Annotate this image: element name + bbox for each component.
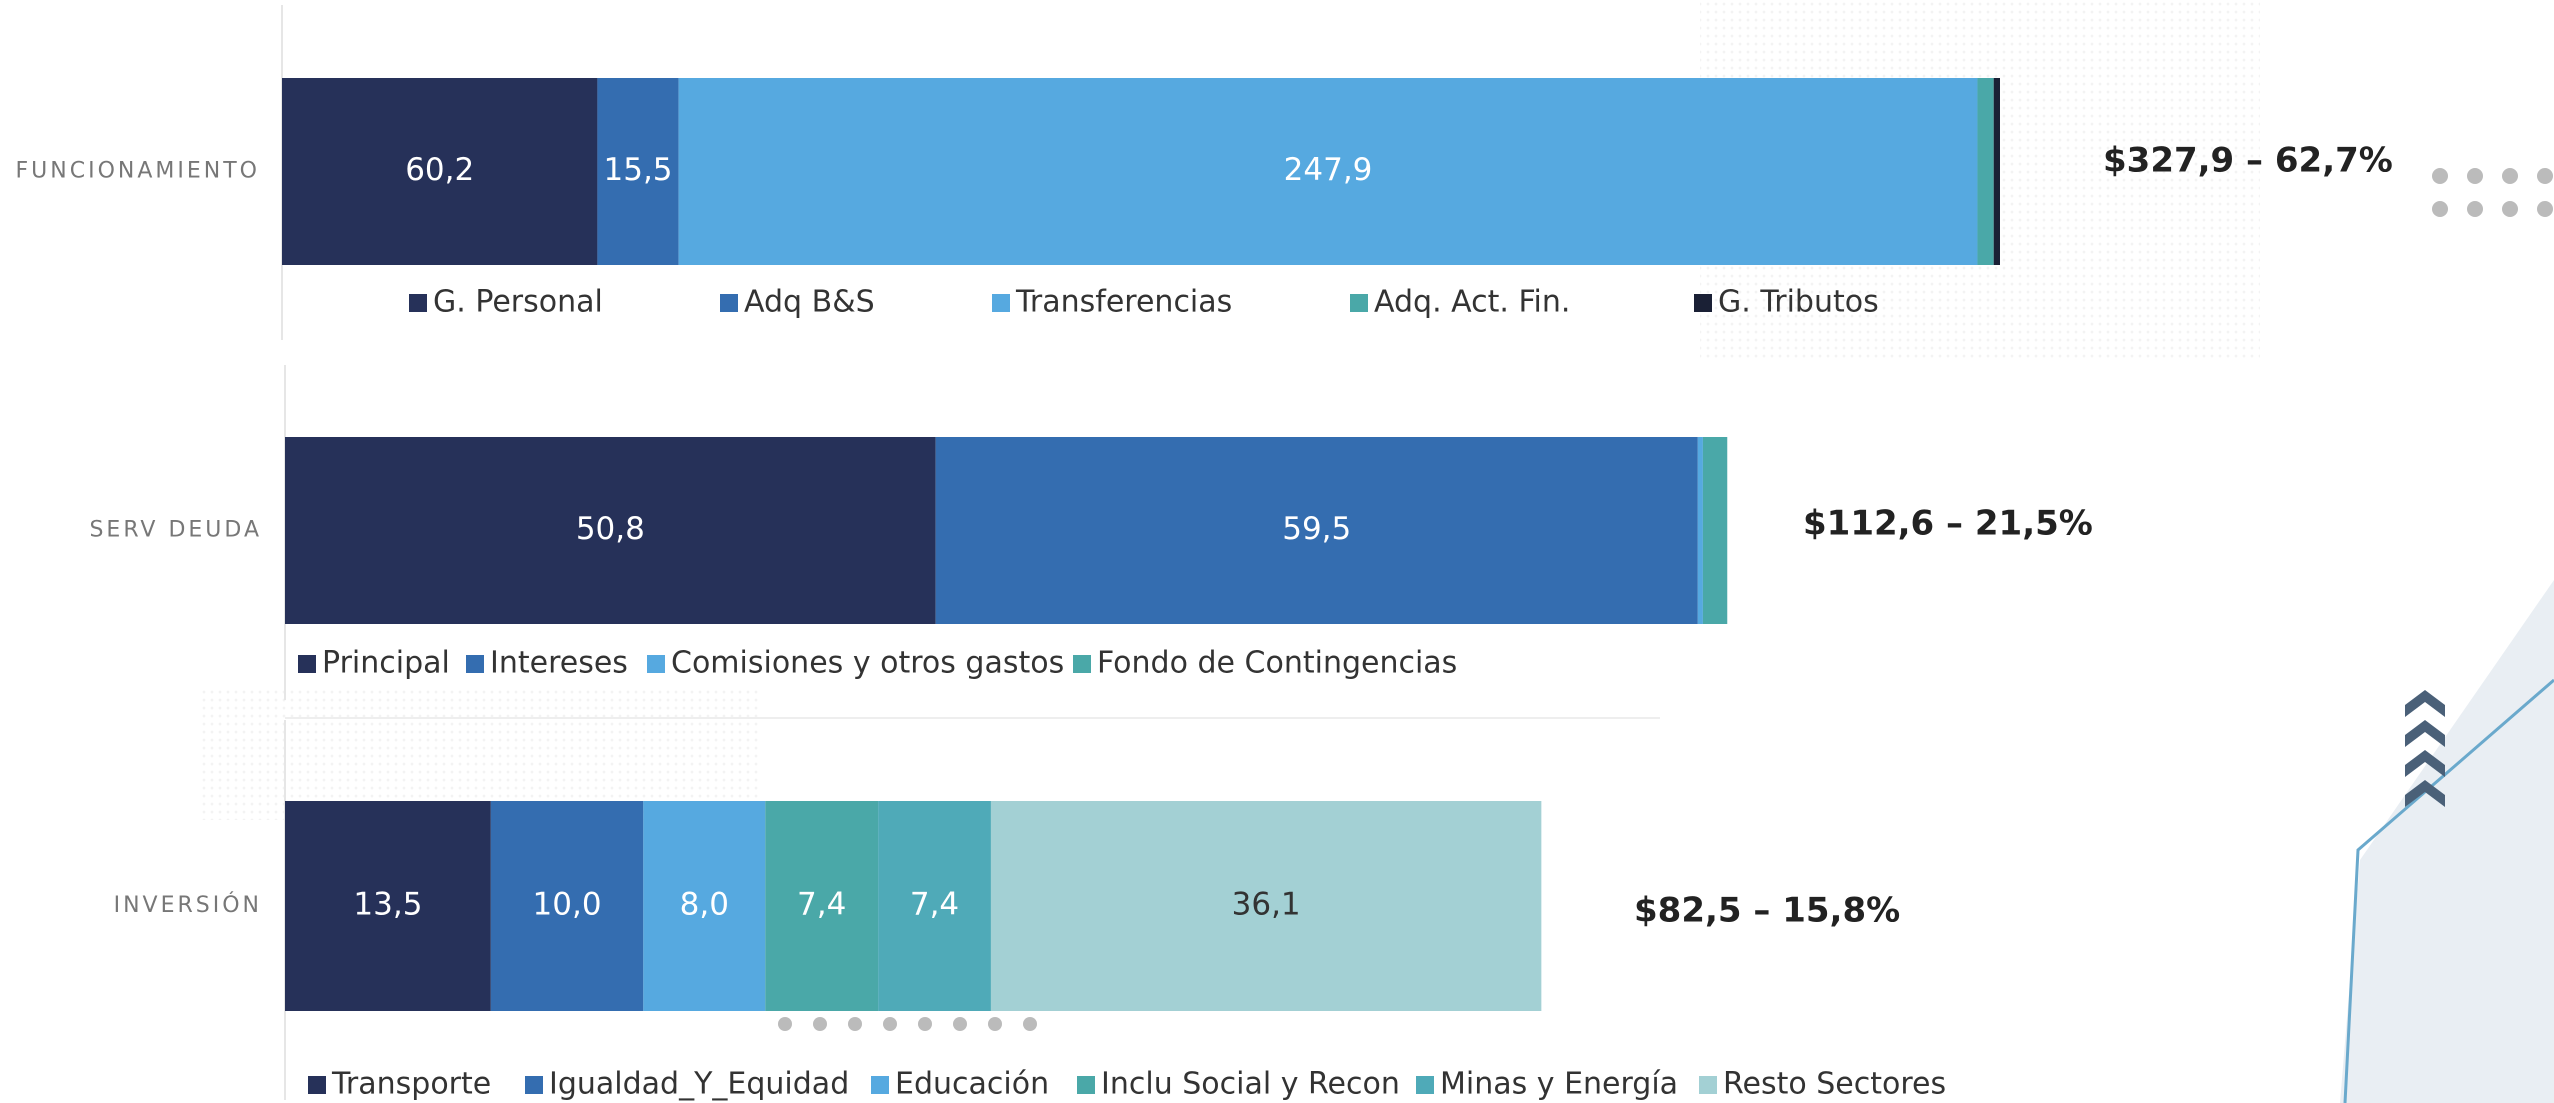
- legend-label: Transporte: [331, 1067, 491, 1102]
- bar-segment: [765, 801, 879, 1011]
- legend-label: Adq. Act. Fin.: [1374, 285, 1570, 320]
- legend-swatch: [1073, 655, 1091, 673]
- total-annotation: $82,5 – 15,8%: [1634, 891, 1900, 931]
- bar-segment: [878, 801, 991, 1011]
- legend-label: Adq B&S: [744, 285, 875, 320]
- bar-segment: [643, 801, 766, 1011]
- data-label: 7,4: [910, 887, 959, 923]
- data-label: 15,5: [604, 152, 673, 188]
- total-annotation: $112,6 – 21,5%: [1803, 504, 2093, 544]
- legend-swatch: [992, 294, 1010, 312]
- legend-swatch: [1694, 294, 1712, 312]
- bar-segment: [1977, 78, 1994, 265]
- legend-swatch: [871, 1076, 889, 1094]
- legend-label: Minas y Energía: [1440, 1067, 1678, 1102]
- legend-label: Intereses: [490, 646, 628, 681]
- bar-segment: [490, 801, 644, 1011]
- legend-label: Educación: [895, 1067, 1049, 1102]
- data-label: 60,2: [405, 152, 474, 188]
- legend-label: G. Tributos: [1718, 285, 1879, 320]
- legend-swatch: [308, 1076, 326, 1094]
- data-label: 59,5: [1282, 511, 1351, 547]
- bar-segment: [282, 78, 598, 265]
- bar-segment: [285, 801, 491, 1011]
- data-label: 36,1: [1232, 887, 1301, 923]
- category-label: INVERSIÓN: [114, 892, 262, 918]
- category-label: SERV DEUDA: [89, 518, 262, 543]
- data-label: 13,5: [353, 887, 422, 923]
- legend-swatch: [1699, 1076, 1717, 1094]
- legend-swatch: [1416, 1076, 1434, 1094]
- data-label: 10,0: [533, 887, 602, 923]
- decoration: [200, 0, 2554, 1103]
- legend-label: Inclu Social y Recon: [1101, 1067, 1400, 1102]
- bar-segment: [1697, 437, 1703, 624]
- category-label: FUNCIONAMIENTO: [16, 159, 260, 184]
- data-label: 8,0: [680, 887, 729, 923]
- legend-swatch: [720, 294, 738, 312]
- legend-label: Principal: [322, 646, 450, 681]
- bar-segment: [935, 437, 1698, 624]
- legend-label: Fondo de Contingencias: [1097, 646, 1457, 681]
- bar-segment: [597, 78, 679, 265]
- legend-swatch: [647, 655, 665, 673]
- bar-segment: [1702, 437, 1728, 624]
- bar-segment: [990, 801, 1542, 1011]
- data-label: 7,4: [797, 887, 846, 923]
- data-label: 247,9: [1284, 152, 1373, 188]
- legend-label: Resto Sectores: [1723, 1067, 1946, 1102]
- legend-swatch: [1350, 294, 1368, 312]
- legend-label: G. Personal: [433, 285, 603, 320]
- legend-swatch: [525, 1076, 543, 1094]
- bar-segment: [678, 78, 1978, 265]
- legend-swatch: [298, 655, 316, 673]
- legend-label: Transferencias: [1015, 285, 1232, 320]
- legend-label: Igualdad_Y_Equidad: [549, 1067, 849, 1102]
- data-label: 50,8: [576, 511, 645, 547]
- bar-segment: [285, 437, 936, 624]
- legend-swatch: [409, 294, 427, 312]
- total-annotation: $327,9 – 62,7%: [2103, 141, 2393, 181]
- bar-segment: [1993, 78, 2000, 265]
- legend-label: Comisiones y otros gastos: [671, 646, 1064, 681]
- legend-swatch: [466, 655, 484, 673]
- legend-swatch: [1077, 1076, 1095, 1094]
